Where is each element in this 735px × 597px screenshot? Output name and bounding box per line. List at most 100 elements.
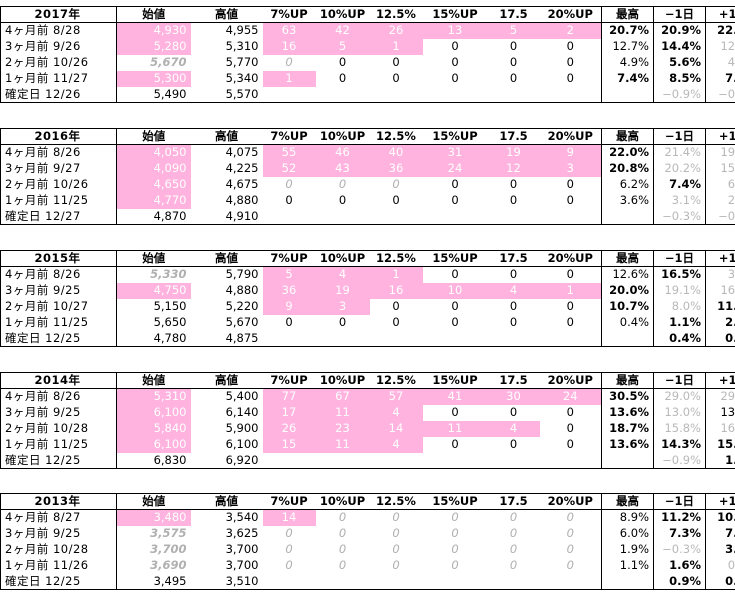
threshold-count: 9 (539, 144, 602, 161)
row-label: 4ヶ月前 8/26 (0, 266, 117, 283)
column-header: 7%UP (262, 493, 316, 510)
threshold-count: 0 (392, 558, 400, 572)
threshold-count: 30 (487, 388, 540, 405)
column-header: 15%UP (422, 128, 488, 145)
threshold-count: 0 (509, 177, 518, 191)
threshold-count (369, 452, 423, 469)
threshold-count: 0 (509, 299, 518, 313)
minus-one-day: −0.9% (653, 452, 706, 469)
row-label: 1ヶ月前 11/27 (0, 70, 117, 87)
threshold-count: 46 (315, 144, 370, 161)
max-gain: 8.9% (601, 509, 654, 526)
high-price: 3,540 (225, 510, 259, 525)
threshold-count (315, 86, 370, 103)
threshold-count: 0 (509, 193, 518, 207)
column-header: 20%UP (539, 128, 602, 145)
minus-one-day: 29.0% (653, 388, 706, 405)
column-header: −1日 (653, 372, 706, 389)
column-header: 最高 (601, 6, 654, 23)
high-price: 4,675 (225, 177, 259, 191)
high-price: 4,880 (225, 283, 259, 297)
threshold-count (262, 330, 316, 347)
plus-one-day: 6.0% (705, 176, 735, 193)
row-label: 確定日 12/25 (0, 330, 117, 347)
threshold-count: 0 (451, 71, 459, 85)
plus-one-day: 22.3% (705, 22, 735, 39)
plus-one-day: 2.1% (705, 314, 735, 331)
row-label: 4ヶ月前 8/26 (0, 144, 117, 161)
column-header: 12.5% (369, 6, 423, 23)
year-label: 2016年 (0, 128, 117, 145)
max-gain (601, 330, 654, 347)
open-price: 4,650 (116, 176, 191, 193)
column-header: 高値 (190, 250, 263, 267)
threshold-count: 0 (539, 436, 602, 453)
year-table: 2013年 始値 高値 7%UP 10%UP 12.5% 15%UP 17.5 20%UP 最高 −… (0, 493, 735, 590)
column-header: 始値 (116, 6, 191, 23)
open-price: 4,930 (116, 22, 191, 39)
column-header: 始値 (116, 128, 191, 145)
row-label: 3ヶ月前 9/25 (0, 282, 117, 299)
max-gain: 6.2% (601, 176, 654, 193)
threshold-count: 26 (262, 420, 316, 437)
open-price: 3,700 (150, 542, 187, 556)
year-label: 2014年 (0, 372, 117, 389)
threshold-count: 0 (338, 193, 347, 207)
threshold-count: 0 (285, 542, 293, 556)
row-label: 確定日 12/25 (0, 452, 117, 469)
threshold-count (539, 573, 602, 590)
row-label: 確定日 12/26 (0, 86, 117, 103)
column-header: 15%UP (422, 250, 488, 267)
plus-one-day: −0.7% (705, 208, 735, 225)
threshold-count (422, 86, 488, 103)
threshold-count: 0 (285, 193, 293, 207)
high-price: 4,910 (190, 208, 263, 225)
threshold-count (369, 208, 423, 225)
row-label: 3ヶ月前 9/26 (0, 38, 117, 55)
year-block: 2013年 始値 高値 7%UP 10%UP 12.5% 15%UP 17.5 20%UP 最高 −… (0, 493, 735, 590)
threshold-count (487, 452, 540, 469)
threshold-count: 0 (451, 299, 459, 313)
threshold-count (487, 330, 540, 347)
plus-one-day: 3.0% (705, 541, 735, 558)
high-price: 5,400 (225, 389, 259, 404)
threshold-count: 0 (392, 71, 400, 85)
open-price: 5,840 (116, 420, 191, 437)
threshold-count: 0 (338, 177, 347, 191)
column-header: +1日 (705, 128, 735, 145)
high-price: 4,225 (225, 161, 259, 175)
threshold-count: 0 (539, 557, 602, 574)
open-price: 3,480 (116, 509, 191, 526)
column-header: 7%UP (262, 6, 316, 23)
row-label: 1ヶ月前 11/25 (0, 436, 117, 453)
threshold-count (315, 573, 370, 590)
threshold-count: 0 (338, 542, 347, 556)
threshold-count: 4 (369, 404, 423, 421)
open-price: 4,750 (116, 282, 191, 299)
table-row: 2ヶ月前 10/28 5,840 5,900 26 23 14 11 4 0 18.7% 15.8%… (0, 420, 735, 437)
threshold-count: 11 (315, 404, 370, 421)
row-label: 3ヶ月前 9/25 (0, 404, 117, 421)
threshold-count: 0 (539, 509, 602, 526)
threshold-count: 5 (487, 22, 540, 39)
row-label: 確定日 12/27 (0, 208, 117, 225)
threshold-count: 0 (509, 437, 518, 451)
threshold-count: 0 (509, 526, 518, 540)
table-row: 3ヶ月前 9/27 4,090 4,225 52 43 36 24 12 3 20.8% 20.2%… (0, 160, 735, 177)
column-header: 17.5 (487, 372, 540, 389)
high-price: 5,770 (225, 55, 259, 69)
threshold-count: 0 (392, 193, 400, 207)
year-label: 2017年 (0, 6, 117, 23)
open-price: 3,495 (116, 573, 191, 590)
plus-one-day: 10.1% (705, 509, 735, 526)
plus-one-day: 1.6% (705, 452, 735, 469)
table-row: 1ヶ月前 11/25 6,100 6,100 15 11 4 0 0 0 13.6% 14.3% 15… (0, 436, 735, 453)
column-header: 17.5 (487, 250, 540, 267)
minus-one-day: 21.4% (653, 144, 706, 161)
column-header: 高値 (190, 493, 263, 510)
column-header: 始値 (116, 493, 191, 510)
